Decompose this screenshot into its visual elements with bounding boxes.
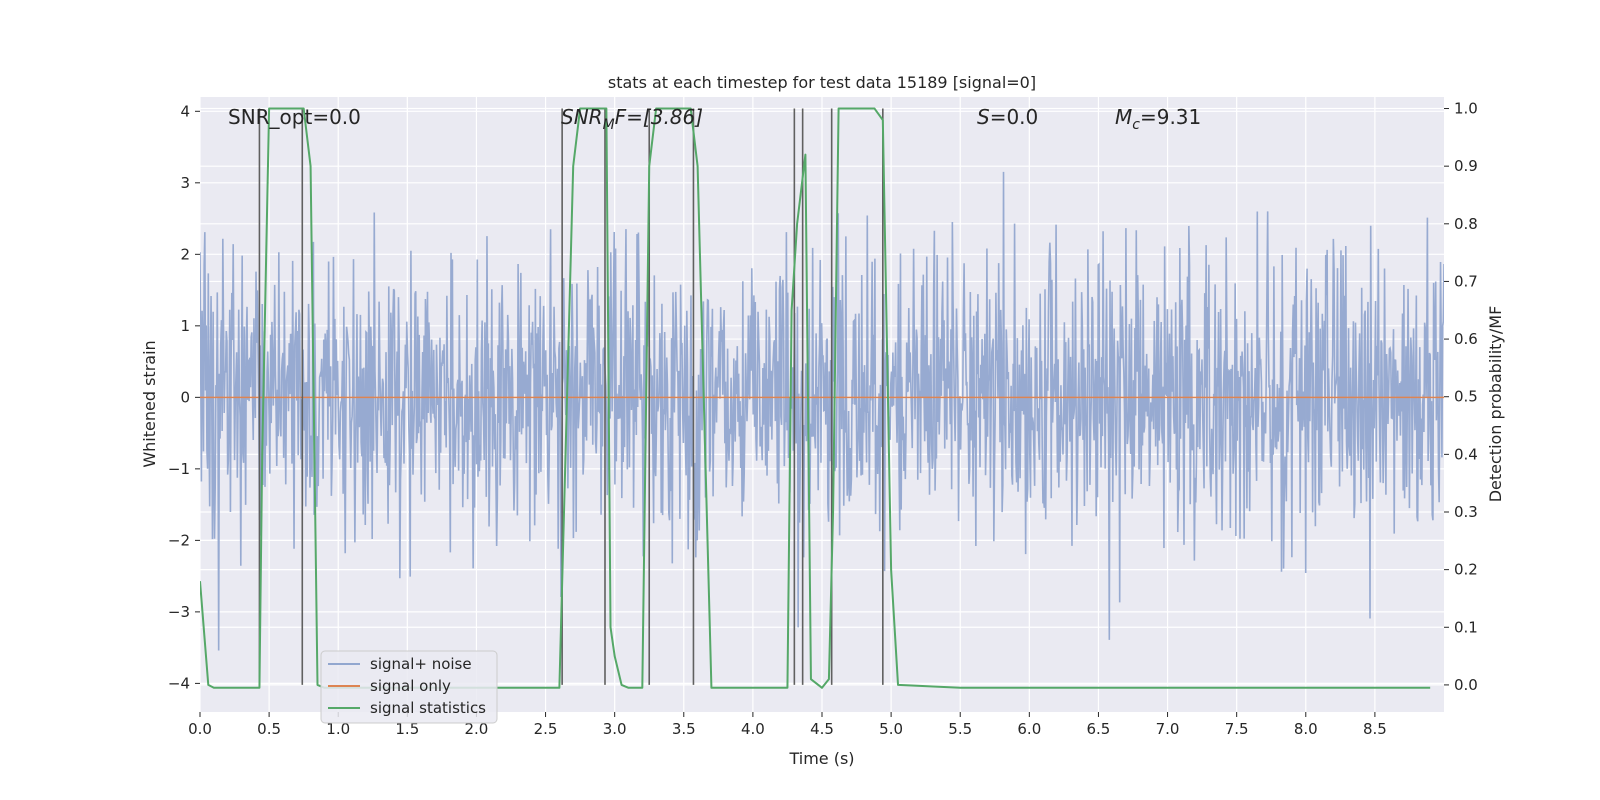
annotation-mc-main: M xyxy=(1115,105,1132,129)
y-left-tick-label: 0 xyxy=(180,388,190,406)
annotation-s: S=0.0 xyxy=(977,105,1038,129)
y-right-tick-label: 0.2 xyxy=(1454,561,1478,579)
x-tick-label: 0.5 xyxy=(257,720,281,738)
annotation-s-tail: =0.0 xyxy=(990,105,1039,129)
left-y-axis-ticks: −4 −3 −2 −1 0 1 2 3 4 xyxy=(168,102,200,692)
left-y-axis-label: Whitened strain xyxy=(140,340,159,467)
noise-line xyxy=(200,171,1444,651)
x-tick-label: 6.0 xyxy=(1017,720,1041,738)
y-left-tick-label: 2 xyxy=(180,245,190,263)
y-left-tick-label: −3 xyxy=(168,603,190,621)
right-y-axis-ticks: 0.0 0.1 0.2 0.3 0.4 0.5 0.6 0.7 0.8 0.9 1.0 xyxy=(1444,100,1478,694)
y-left-tick-label: 4 xyxy=(180,102,190,120)
annotation-s-main: S xyxy=(977,105,990,129)
chart-title: stats at each timestep for test data 151… xyxy=(608,73,1036,92)
annotation-mc: Mc=9.31 xyxy=(1115,105,1201,133)
y-right-tick-label: 0.6 xyxy=(1454,330,1478,348)
x-tick-label: 7.0 xyxy=(1156,720,1180,738)
y-right-tick-label: 1.0 xyxy=(1454,100,1478,118)
x-axis-ticks: 0.0 0.5 1.0 1.5 2.0 2.5 3.0 3.5 4.0 4.5 5.0 5.5 6.0 6… xyxy=(188,712,1387,738)
x-tick-label: 3.0 xyxy=(603,720,627,738)
annotation-snr-mf-tail: F=[3.86] xyxy=(615,105,703,129)
x-tick-label: 1.5 xyxy=(395,720,419,738)
y-right-tick-label: 0.8 xyxy=(1454,215,1478,233)
y-right-tick-label: 0.7 xyxy=(1454,272,1478,290)
y-right-tick-label: 0.1 xyxy=(1454,618,1478,636)
x-tick-label: 8.0 xyxy=(1294,720,1318,738)
y-left-tick-label: 3 xyxy=(180,174,190,192)
annotation-snr-mf-main: SNR xyxy=(561,105,603,129)
y-right-tick-label: 0.3 xyxy=(1454,503,1478,521)
signal-noise-series xyxy=(200,171,1444,651)
y-right-tick-label: 0.4 xyxy=(1454,445,1478,463)
detection-vlines xyxy=(258,108,884,685)
x-tick-label: 7.5 xyxy=(1225,720,1249,738)
y-left-tick-label: −4 xyxy=(168,674,190,692)
x-tick-label: 3.5 xyxy=(672,720,696,738)
legend-label-stats: signal statistics xyxy=(370,699,486,717)
right-y-axis-label: Detection probability/MF xyxy=(1486,306,1505,503)
y-left-tick-label: −1 xyxy=(168,460,190,478)
annotation-snr-mf: SNRMF=[3.86] xyxy=(561,105,703,133)
x-tick-label: 8.5 xyxy=(1363,720,1387,738)
x-axis-label: Time (s) xyxy=(788,749,854,768)
x-tick-label: 0.0 xyxy=(188,720,212,738)
signal-statistics-series xyxy=(200,107,1431,689)
legend-label-noise: signal+ noise xyxy=(370,655,472,673)
y-right-tick-label: 0.9 xyxy=(1454,157,1478,175)
annotation-mc-sub: c xyxy=(1132,117,1140,133)
y-right-tick-label: 0.0 xyxy=(1454,676,1478,694)
annotation-snr-opt: SNR_opt=0.0 xyxy=(228,105,361,129)
legend-label-signal: signal only xyxy=(370,677,451,695)
y-left-tick-label: 1 xyxy=(180,317,190,335)
x-tick-label: 2.5 xyxy=(534,720,558,738)
x-tick-label: 4.0 xyxy=(741,720,765,738)
annotation-snr-mf-sub: M xyxy=(603,117,615,133)
x-tick-label: 4.5 xyxy=(810,720,834,738)
x-tick-label: 1.0 xyxy=(326,720,350,738)
x-tick-label: 2.0 xyxy=(465,720,489,738)
annotation-mc-tail: =9.31 xyxy=(1140,105,1201,129)
x-tick-label: 5.5 xyxy=(948,720,972,738)
legend: signal+ noise signal only signal statist… xyxy=(320,650,498,724)
x-tick-label: 6.5 xyxy=(1087,720,1111,738)
signal-statistics-line xyxy=(200,107,1431,689)
y-left-tick-label: −2 xyxy=(168,531,190,549)
y-right-tick-label: 0.5 xyxy=(1454,388,1478,406)
legend-box xyxy=(320,650,498,724)
x-tick-label: 5.0 xyxy=(879,720,903,738)
